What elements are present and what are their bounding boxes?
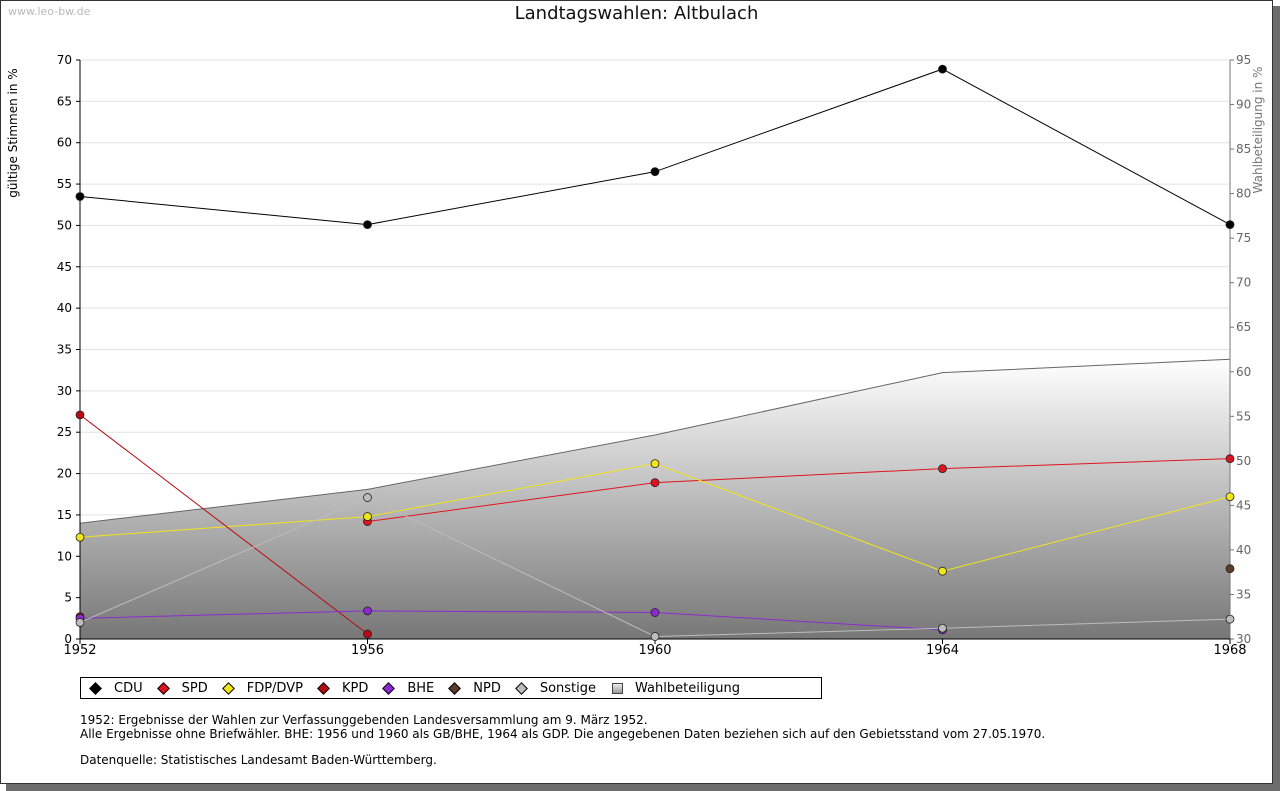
series-line-spd xyxy=(367,458,1231,523)
legend-label: SPD xyxy=(181,680,208,696)
legend-diamond-icon xyxy=(448,681,462,695)
legend-label: Wahlbeteiligung xyxy=(635,680,741,696)
legend-item: BHE xyxy=(382,680,435,696)
y-tick-label: 65 xyxy=(57,94,72,108)
legend-item: FDP/DVP xyxy=(221,680,303,696)
legend-diamond-icon xyxy=(514,681,528,695)
point-spd xyxy=(938,464,947,474)
point-sonstige xyxy=(1225,614,1235,624)
footnote-general: Alle Ergebnisse ohne Briefwähler. BHE: 1… xyxy=(80,727,1046,741)
turnout-area xyxy=(80,359,1230,639)
y2-tick-label: 55 xyxy=(1236,409,1251,423)
legend-label: KPD xyxy=(341,680,369,696)
y-tick-label: 40 xyxy=(57,301,72,315)
y-tick-label: 10 xyxy=(57,549,72,563)
point-sonstige xyxy=(650,632,660,641)
y2-tick-label: 35 xyxy=(1236,587,1251,601)
legend-item: Wahlbeteiligung xyxy=(612,681,740,696)
y2-tick-label: 70 xyxy=(1236,276,1251,290)
point-sonstige xyxy=(363,493,372,502)
y-tick-label: 60 xyxy=(57,136,72,150)
legend-diamond-icon xyxy=(156,681,170,695)
x-tick-label: 1960 xyxy=(638,643,671,658)
legend-label: CDU xyxy=(114,680,143,696)
point-cdu xyxy=(363,220,372,230)
series-line-cdu xyxy=(79,68,1231,226)
y-tick-label: 70 xyxy=(57,53,72,67)
frame-shadow-bottom xyxy=(6,784,1280,791)
footnote-1952: 1952: Ergebnisse der Wahlen zur Verfassu… xyxy=(80,713,648,727)
point-kpd xyxy=(75,410,85,420)
y-tick-label: 45 xyxy=(57,260,72,274)
legend-label: FDP/DVP xyxy=(246,680,303,696)
point-bhe xyxy=(363,606,372,616)
point-npd xyxy=(1225,564,1235,574)
x-tick-label: 1952 xyxy=(63,643,96,658)
chart-legend: CDU SPD FDP/DVP KPD BHE NPD Sonstige Wahlbeteil… xyxy=(80,677,822,699)
legend-diamond-icon xyxy=(317,681,330,695)
point-fdpdvp xyxy=(75,532,85,542)
y2-tick-label: 65 xyxy=(1236,320,1251,334)
legend-item: KPD xyxy=(317,680,369,696)
data-source: Datenquelle: Statistisches Landesamt Bad… xyxy=(80,753,437,767)
legend-diamond-icon xyxy=(221,681,235,695)
y-tick-label: 30 xyxy=(57,384,72,398)
y2-tick-label: 90 xyxy=(1236,98,1251,112)
legend-label: Sonstige xyxy=(539,680,597,696)
point-cdu xyxy=(938,64,947,74)
point-cdu xyxy=(75,192,85,201)
y-tick-label: 5 xyxy=(64,591,72,605)
legend-label: NPD xyxy=(473,680,501,696)
point-sonstige xyxy=(938,623,947,633)
point-bhe xyxy=(650,608,660,617)
legend-item: NPD xyxy=(448,680,501,696)
series-line-kpd xyxy=(79,414,368,635)
y-axis-label: gültige Stimmen in % xyxy=(6,68,20,197)
legend-diamond-icon xyxy=(89,681,102,695)
y2-tick-label: 50 xyxy=(1236,454,1251,468)
x-tick-label: 1964 xyxy=(926,643,959,658)
point-fdpdvp xyxy=(363,512,372,521)
y-tick-label: 50 xyxy=(57,218,72,232)
chart-svg: 0 5 10 15 20 25 30 35 40 45 50 55 60 65 70 30 35 40 45 50 55… xyxy=(6,53,1265,658)
y2-tick-label: 60 xyxy=(1236,365,1251,379)
y-tick-label: 55 xyxy=(57,177,72,191)
y2-tick-label: 85 xyxy=(1236,142,1251,156)
watermark: www.leo-bw.de xyxy=(8,5,91,18)
legend-item: Sonstige xyxy=(514,680,597,696)
y2-tick-label: 95 xyxy=(1236,53,1251,67)
legend-item: CDU xyxy=(89,680,143,696)
y2-tick-label: 80 xyxy=(1236,187,1251,201)
point-cdu xyxy=(1225,220,1235,230)
y-tick-label: 35 xyxy=(57,343,72,357)
frame-shadow-right xyxy=(1273,6,1280,791)
y-tick-label: 25 xyxy=(57,425,72,439)
y2-axis-label: Wahlbeteiligung in % xyxy=(1251,67,1265,194)
point-sonstige xyxy=(75,618,85,627)
x-tick-label: 1968 xyxy=(1213,643,1246,658)
legend-square-icon xyxy=(612,682,624,694)
y-tick-label: 15 xyxy=(57,508,72,522)
point-fdpdvp xyxy=(1225,492,1235,502)
turnout-line xyxy=(79,358,1231,524)
legend-label: BHE xyxy=(407,680,435,696)
x-tick-label: 1956 xyxy=(351,643,384,658)
y-tick-label: 0 xyxy=(64,632,72,646)
point-spd xyxy=(650,478,660,488)
point-fdpdvp xyxy=(938,566,947,576)
legend-item: SPD xyxy=(156,680,208,696)
y-tick-label: 20 xyxy=(57,467,72,481)
footnotes: 1952: Ergebnisse der Wahlen zur Verfassu… xyxy=(80,713,1045,767)
point-spd xyxy=(1225,454,1235,464)
legend-diamond-icon xyxy=(382,681,396,695)
point-fdpdvp xyxy=(650,459,660,469)
y2-tick-label: 75 xyxy=(1236,231,1251,245)
y2-tick-label: 30 xyxy=(1236,632,1251,646)
y2-tick-label: 45 xyxy=(1236,498,1251,512)
y2-tick-label: 40 xyxy=(1236,543,1251,557)
chart-title: Landtagswahlen: Altbulach xyxy=(514,3,759,24)
point-kpd xyxy=(363,629,372,639)
series-line-bhe xyxy=(79,610,943,631)
point-cdu xyxy=(650,167,660,177)
